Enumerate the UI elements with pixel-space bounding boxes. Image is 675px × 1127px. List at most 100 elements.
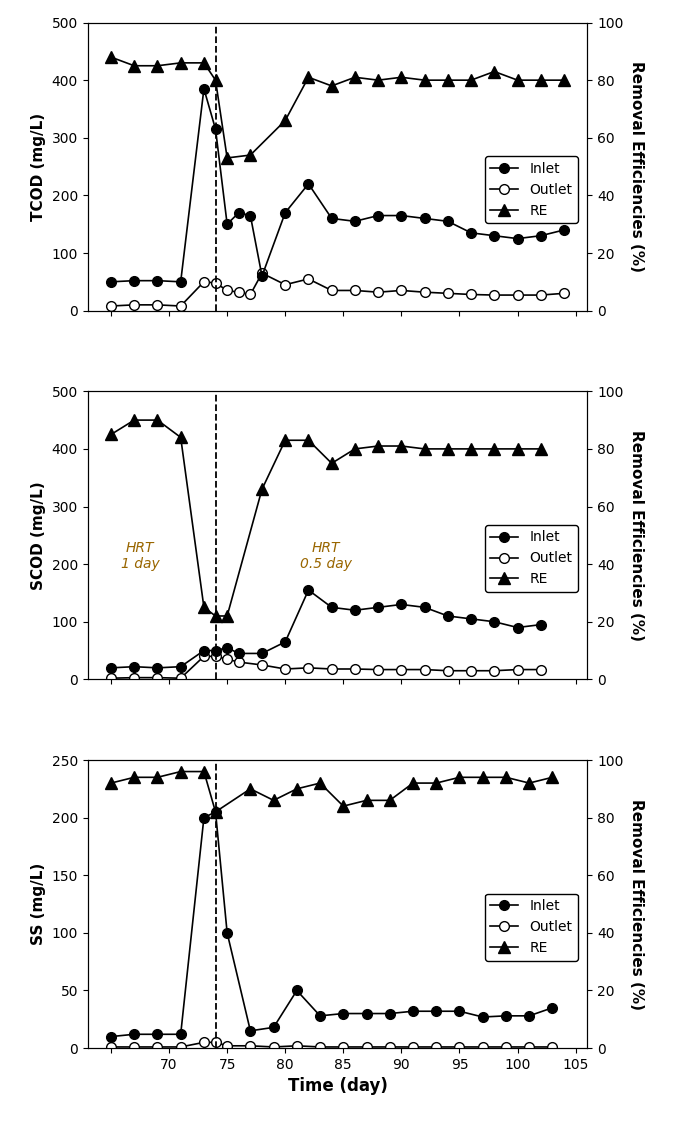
RE (385, 793, 394, 807)
RE (340, 799, 348, 813)
RE (304, 71, 313, 85)
RE (467, 73, 475, 87)
Inlet (107, 1030, 115, 1044)
Inlet (362, 1006, 371, 1020)
RE (223, 151, 232, 165)
Y-axis label: Removal Efficiencies (%): Removal Efficiencies (%) (629, 429, 644, 641)
RE (560, 73, 568, 87)
Outlet (490, 289, 498, 302)
Inlet (443, 610, 452, 623)
Outlet (514, 289, 522, 302)
Outlet (421, 663, 429, 676)
Inlet (327, 212, 335, 225)
RE (374, 73, 382, 87)
Outlet (258, 658, 266, 672)
Inlet (177, 1028, 185, 1041)
Outlet (107, 672, 115, 685)
X-axis label: Time (day): Time (day) (288, 1077, 387, 1095)
Outlet (223, 1039, 232, 1053)
Inlet (211, 123, 219, 136)
RE (153, 414, 161, 427)
RE (398, 71, 406, 85)
Line: RE: RE (105, 415, 546, 622)
Line: Outlet: Outlet (106, 651, 545, 683)
Inlet (490, 615, 498, 629)
Outlet (514, 663, 522, 676)
RE (421, 442, 429, 455)
Y-axis label: SS (mg/L): SS (mg/L) (31, 863, 46, 946)
Outlet (490, 664, 498, 677)
RE (351, 442, 359, 455)
RE (246, 782, 254, 796)
Outlet (340, 1040, 348, 1054)
Inlet (421, 212, 429, 225)
Line: Outlet: Outlet (106, 1038, 558, 1051)
Outlet (211, 276, 219, 290)
Outlet (246, 1039, 254, 1053)
Inlet (304, 177, 313, 190)
Inlet (421, 601, 429, 614)
Outlet (130, 299, 138, 312)
Outlet (316, 1040, 324, 1054)
Outlet (304, 662, 313, 675)
Inlet (304, 584, 313, 597)
RE (537, 73, 545, 87)
RE (177, 765, 185, 779)
Outlet (548, 1040, 556, 1054)
Outlet (398, 284, 406, 298)
RE (490, 442, 498, 455)
RE (456, 771, 464, 784)
RE (211, 805, 219, 818)
Outlet (443, 286, 452, 300)
Inlet (327, 601, 335, 614)
Inlet (200, 644, 208, 657)
Inlet (153, 1028, 161, 1041)
Inlet (351, 214, 359, 228)
RE (281, 434, 290, 447)
Line: RE: RE (105, 766, 558, 817)
Inlet (537, 229, 545, 242)
RE (130, 771, 138, 784)
RE (443, 442, 452, 455)
Inlet (316, 1009, 324, 1022)
Inlet (235, 206, 243, 220)
Inlet (107, 275, 115, 289)
Inlet (153, 274, 161, 287)
RE (467, 442, 475, 455)
RE (246, 149, 254, 162)
Inlet (548, 1001, 556, 1014)
Outlet (177, 1040, 185, 1054)
Outlet (177, 672, 185, 685)
Inlet (177, 660, 185, 674)
RE (514, 442, 522, 455)
Outlet (421, 285, 429, 299)
Inlet (514, 621, 522, 635)
Outlet (281, 663, 290, 676)
Inlet (235, 647, 243, 660)
RE (490, 64, 498, 78)
Legend: Inlet, Outlet, RE: Inlet, Outlet, RE (485, 525, 578, 592)
RE (211, 73, 219, 87)
Inlet (177, 275, 185, 289)
Y-axis label: Removal Efficiencies (%): Removal Efficiencies (%) (629, 61, 644, 272)
Outlet (200, 275, 208, 289)
Inlet (409, 1004, 417, 1018)
RE (107, 777, 115, 790)
Text: HRT
0.5 day: HRT 0.5 day (300, 541, 352, 571)
RE (327, 456, 335, 470)
Outlet (467, 664, 475, 677)
Inlet (107, 662, 115, 675)
Outlet (537, 663, 545, 676)
Inlet (467, 612, 475, 625)
Inlet (340, 1006, 348, 1020)
RE (548, 771, 556, 784)
RE (177, 431, 185, 444)
RE (153, 771, 161, 784)
RE (304, 434, 313, 447)
Outlet (537, 289, 545, 302)
Outlet (502, 1040, 510, 1054)
RE (421, 73, 429, 87)
Outlet (443, 664, 452, 677)
Outlet (304, 272, 313, 285)
RE (200, 765, 208, 779)
